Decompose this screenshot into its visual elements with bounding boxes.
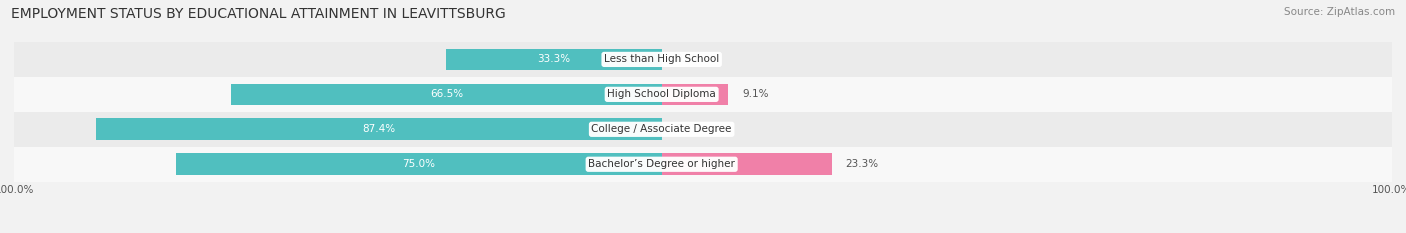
Text: Source: ZipAtlas.com: Source: ZipAtlas.com — [1284, 7, 1395, 17]
Text: 66.5%: 66.5% — [430, 89, 463, 99]
Bar — [14, 77, 1392, 112]
Bar — [14, 147, 1392, 182]
Text: College / Associate Degree: College / Associate Degree — [592, 124, 733, 134]
Bar — [14, 42, 1392, 77]
Bar — [662, 84, 728, 105]
Text: 0.0%: 0.0% — [675, 55, 702, 64]
Text: 9.1%: 9.1% — [742, 89, 769, 99]
Text: High School Diploma: High School Diploma — [607, 89, 716, 99]
Text: 87.4%: 87.4% — [363, 124, 395, 134]
Bar — [176, 154, 662, 175]
Text: 75.0%: 75.0% — [402, 159, 436, 169]
Text: 23.3%: 23.3% — [845, 159, 879, 169]
Text: EMPLOYMENT STATUS BY EDUCATIONAL ATTAINMENT IN LEAVITTSBURG: EMPLOYMENT STATUS BY EDUCATIONAL ATTAINM… — [11, 7, 506, 21]
Bar — [662, 154, 832, 175]
Text: Less than High School: Less than High School — [605, 55, 720, 64]
Bar — [446, 49, 662, 70]
Bar — [14, 112, 1392, 147]
Text: 0.0%: 0.0% — [675, 124, 702, 134]
Text: Bachelor’s Degree or higher: Bachelor’s Degree or higher — [588, 159, 735, 169]
Bar — [231, 84, 662, 105]
Bar — [96, 118, 662, 140]
Text: 33.3%: 33.3% — [537, 55, 571, 64]
